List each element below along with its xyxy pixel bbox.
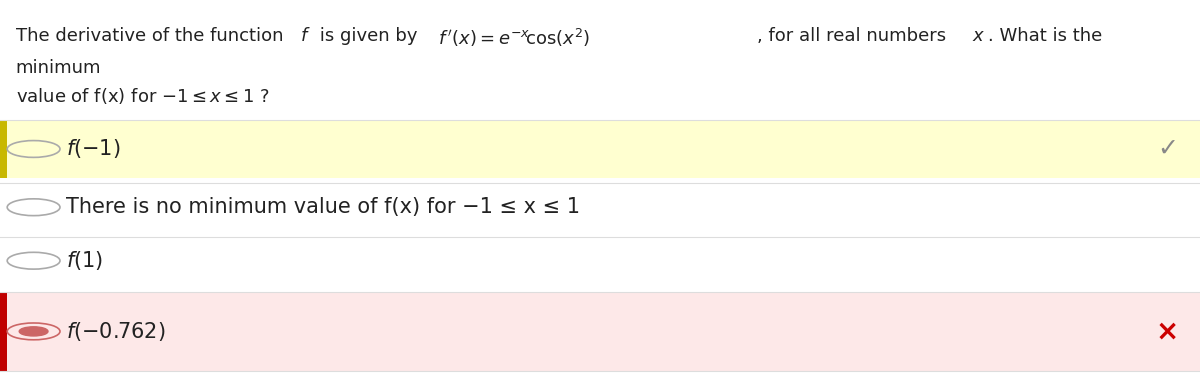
Circle shape	[19, 327, 48, 336]
Text: ✓: ✓	[1158, 137, 1178, 161]
Text: x: x	[972, 27, 983, 45]
Text: The derivative of the function: The derivative of the function	[16, 27, 289, 45]
FancyBboxPatch shape	[0, 120, 1200, 178]
FancyBboxPatch shape	[0, 183, 1200, 231]
FancyBboxPatch shape	[0, 237, 1200, 285]
FancyBboxPatch shape	[0, 292, 7, 371]
Text: . What is the: . What is the	[988, 27, 1102, 45]
FancyBboxPatch shape	[0, 120, 7, 178]
Text: $f\,{}'(x) = e^{-x}\!\cos\!\left(x^2\right)$: $f\,{}'(x) = e^{-x}\!\cos\!\left(x^2\rig…	[438, 27, 590, 49]
Text: f: f	[301, 27, 307, 45]
Text: $f(1)$: $f(1)$	[66, 249, 103, 272]
Text: $f(-0.762)$: $f(-0.762)$	[66, 320, 166, 343]
Text: There is no minimum value of f(x) for −1 ≤ x ≤ 1: There is no minimum value of f(x) for −1…	[66, 197, 580, 217]
Text: value of f(x) for $-1 \leq x \leq 1$ ?: value of f(x) for $-1 \leq x \leq 1$ ?	[16, 86, 270, 106]
FancyBboxPatch shape	[0, 292, 1200, 371]
Text: minimum: minimum	[16, 59, 101, 77]
Text: $f(-1)$: $f(-1)$	[66, 138, 121, 160]
Text: ×: ×	[1156, 317, 1178, 345]
Text: is given by: is given by	[314, 27, 424, 45]
Text: , for all real numbers: , for all real numbers	[757, 27, 952, 45]
